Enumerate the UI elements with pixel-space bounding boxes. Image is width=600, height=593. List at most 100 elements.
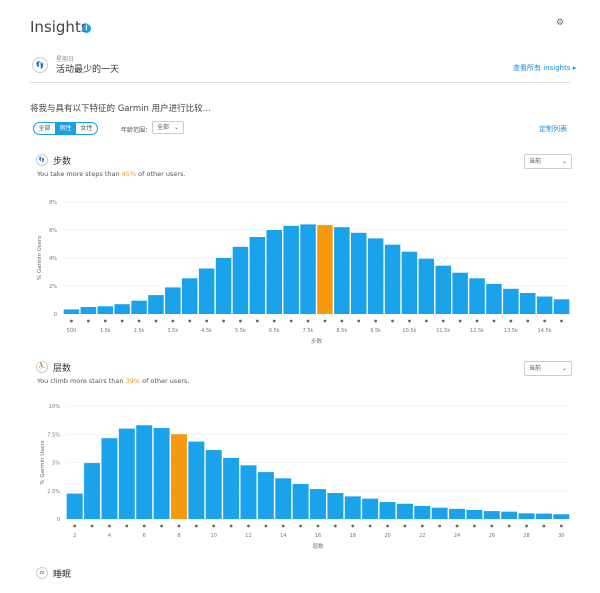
insight-day: 星期日 [56,56,75,63]
bar-23 [431,507,448,519]
sleep-icon: zz [36,567,48,579]
x-tick-label: 14 [280,533,286,539]
x-tick-dot [525,524,528,528]
bar-14k [520,293,536,314]
x-tick-label: 28 [523,533,529,539]
y-tick-label: 10% [49,404,60,410]
bar-3k [148,295,164,314]
x-tick-dot [299,524,303,528]
x-tick-dot [424,319,428,323]
bar-7 [153,428,170,519]
x-tick-dot [239,319,242,323]
gender-female-button[interactable]: 女性 [80,125,93,132]
x-tick-dot [255,319,259,323]
gender-all-button[interactable]: 全部 [38,125,51,132]
bar-15k [553,299,570,314]
x-tick-label: 20 [384,533,390,539]
bar-14 [275,478,292,519]
bar-8 [170,434,187,519]
bar-29 [535,513,552,519]
x-tick-dot [473,524,476,528]
x-tick-dot [403,524,407,528]
bar-19 [362,498,379,519]
bar-11k [418,258,435,314]
bar-28 [518,513,535,519]
steps-summary: You take more steps than 45% of other us… [37,170,186,178]
stairs-icon: ⛹ [36,361,48,373]
bar-4k [182,278,198,314]
customize-list-link[interactable]: 定制列表 [539,125,567,133]
x-tick-dot [368,524,372,528]
x-tick-dot [559,524,563,528]
floors-period-select[interactable]: 当前 ⌄ [524,361,572,376]
x-tick-label: 9.5k [370,328,381,334]
view-all-insights-link[interactable]: 查看所有 insights ▸ [513,64,577,72]
bar-13.5k [503,288,519,314]
x-tick-dot [560,319,563,323]
steps-period-select[interactable]: 当前 ⌄ [524,154,572,169]
y-tick-label: 0 [54,312,57,318]
x-tick-label: 4.5k [201,328,212,334]
gender-male-button[interactable]: 男性 [55,123,76,134]
floors-summary: You climb more stairs than 39% of other … [37,377,190,385]
y-tick-label: 2% [49,284,57,290]
bar-12 [240,465,257,519]
y-tick-label: 8% [49,200,57,206]
bar-10.5k [401,251,418,314]
x-tick-label: 5.5k [235,328,246,334]
floors-title: 层数 [53,364,72,374]
x-tick-dot [212,524,216,528]
x-tick-dot [229,524,233,528]
info-icon[interactable]: i [82,24,91,33]
y-axis-label: % Garmin Users [40,440,46,484]
x-tick-dot [205,319,209,323]
bar-6 [136,425,153,519]
floors-percent: 39% [125,377,141,385]
x-tick-dot [526,319,530,323]
age-range-select[interactable]: 全部 ⌄ [152,121,184,134]
x-tick-dot [492,319,496,323]
x-tick-label: 500 [67,328,77,334]
y-tick-label: 6% [49,228,57,234]
bar-15 [292,483,309,519]
bar-13 [257,472,274,519]
x-tick-dot [438,524,442,528]
insight-headline: 活动最少的一天 [56,65,120,75]
x-tick-dot [70,319,73,323]
bar-6.5k [266,230,282,314]
bar-24 [449,508,466,519]
x-tick-label: 4 [108,533,111,539]
bar-27 [501,511,518,519]
y-tick-label: 5% [52,461,60,467]
page-title: Insights [30,18,89,36]
bar-11 [223,457,240,519]
steps-chart: 0 2% 4% 6% 8% % Garmin Users 500 1.5k 2.5k 3.5k 4.… [37,200,570,345]
x-tick-dot [108,524,111,528]
x-tick-dot [73,524,77,528]
footsteps-icon: 👣 [32,57,48,73]
y-axis-label: % Garmin Users [37,236,43,280]
x-tick-label: 1.5k [100,328,111,334]
age-range-value: 全部 [157,124,170,131]
x-tick-dot [90,524,94,528]
bar-12.5k [469,278,485,314]
chevron-down-icon: ⌄ [561,365,567,372]
x-tick-dot [177,524,181,528]
x-tick-dot [289,319,293,323]
bar-5k [215,258,232,314]
bar-10k [384,244,401,314]
chevron-down-icon: ⌄ [173,124,179,131]
x-tick-dot [160,524,163,528]
x-tick-dot [281,524,285,528]
bar-9k [351,232,367,314]
bar-1k [80,307,97,314]
bar-7.5k [300,224,316,314]
age-range-label: 年龄范围： [121,127,152,134]
bar-3.5k [165,287,181,314]
steps-title: 步数 [53,157,72,167]
bar-2.5k [131,300,147,314]
x-tick-dot [142,524,146,528]
gear-icon[interactable]: ⚙ [556,18,565,28]
